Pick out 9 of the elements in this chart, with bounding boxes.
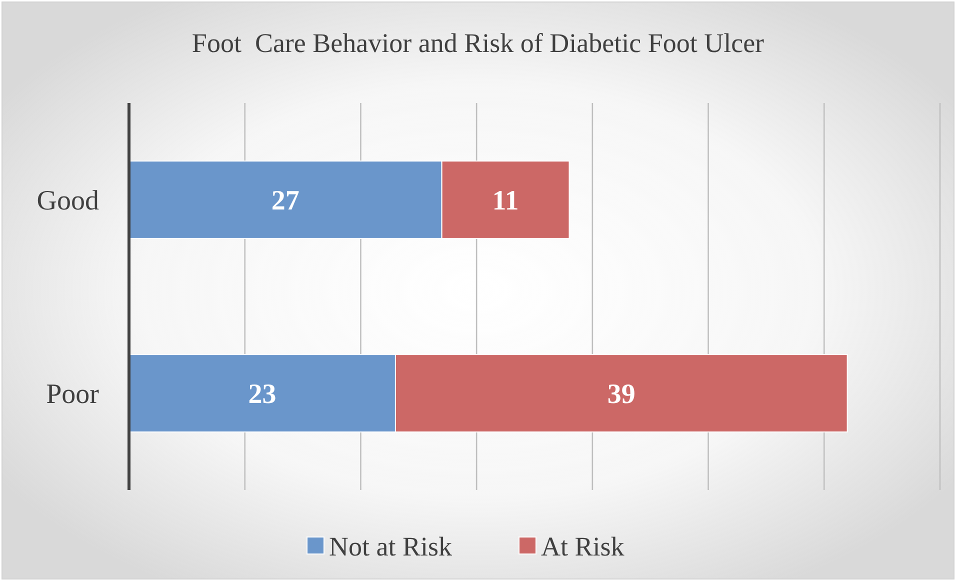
y-tick-label: Poor [46, 379, 100, 410]
y-tick-label: Good [36, 186, 99, 217]
data-label: 39 [607, 379, 636, 410]
legend-label: Not at Risk [329, 531, 453, 562]
chart-title: Foot Care Behavior and Risk of Diabetic Foot Ulcer [192, 28, 764, 58]
data-label: 23 [248, 379, 276, 410]
data-label: 11 [492, 186, 519, 217]
legend-label: At Risk [541, 531, 625, 562]
data-label: 27 [271, 186, 300, 217]
